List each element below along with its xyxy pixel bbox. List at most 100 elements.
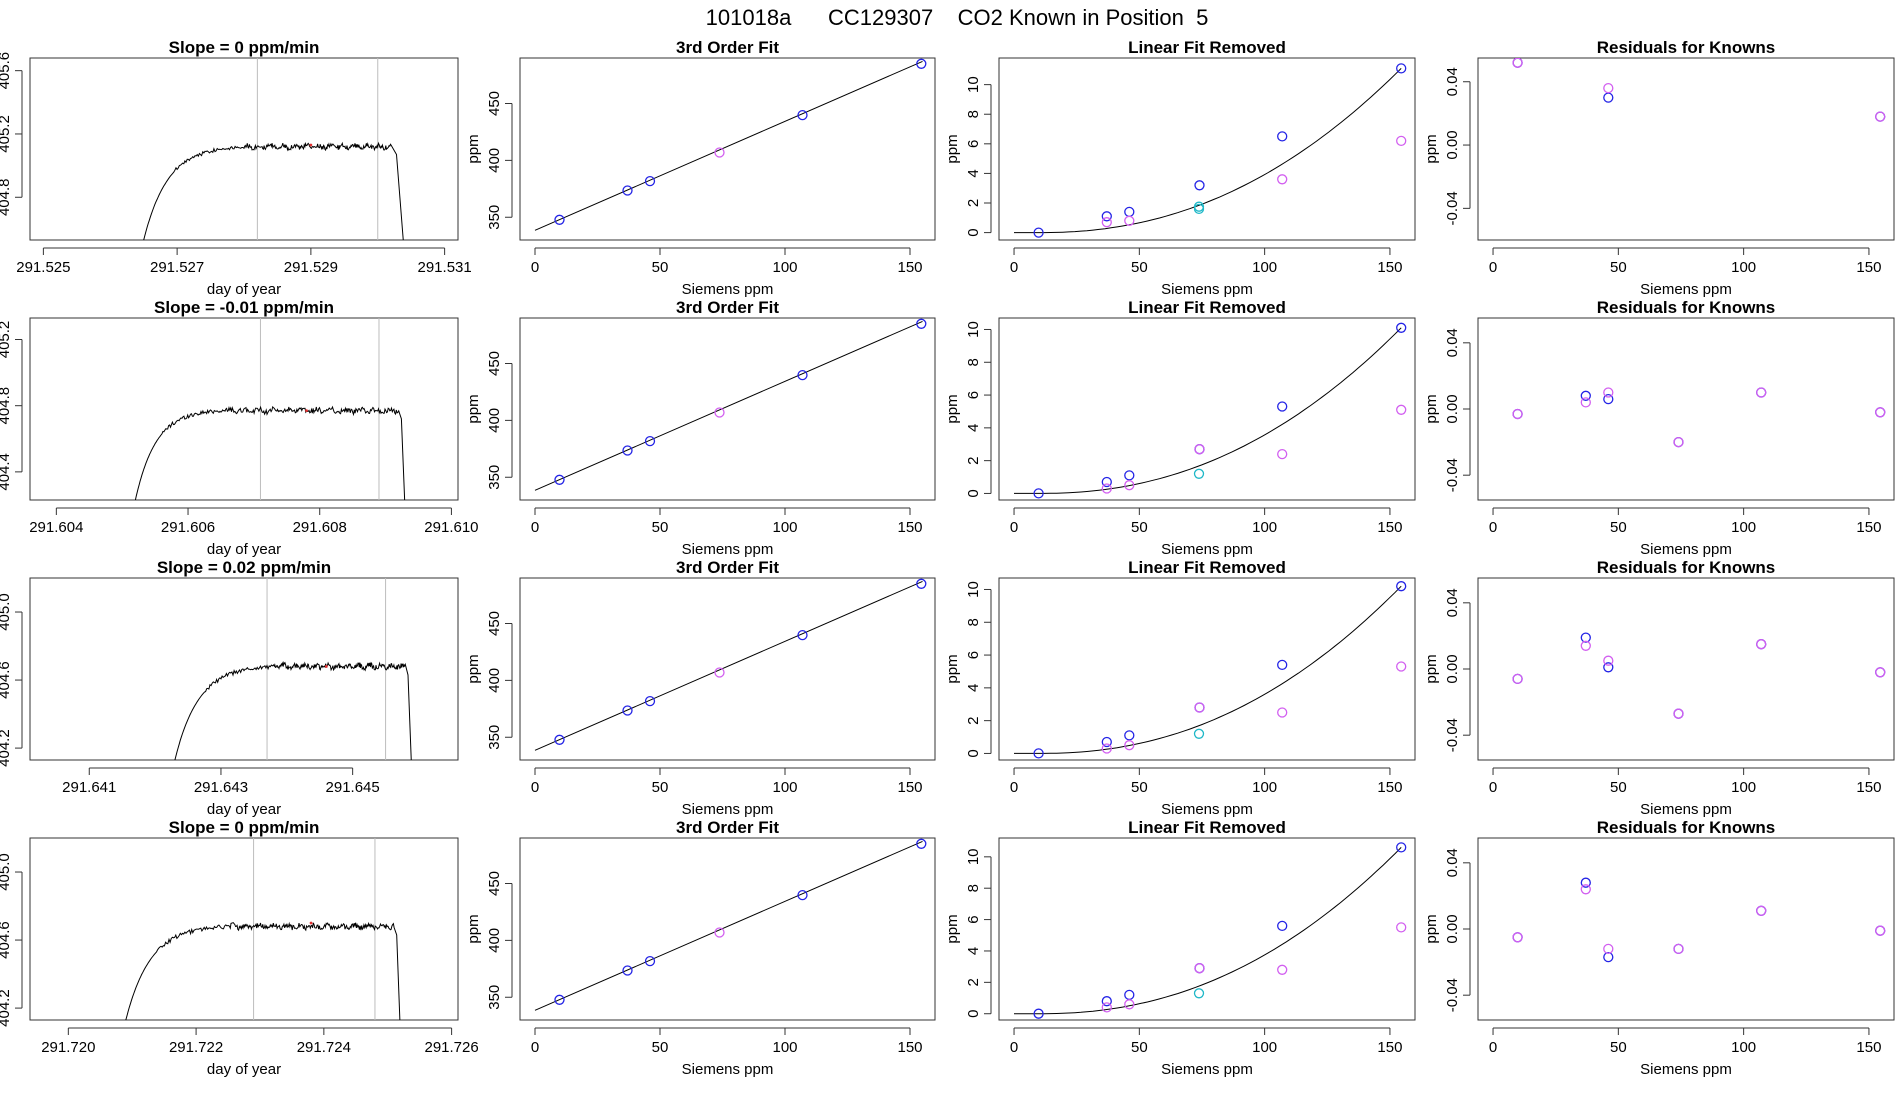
window-mean-mark [305, 409, 308, 413]
x-tick-label: 291.608 [293, 519, 347, 536]
y-tick-label: 450 [486, 611, 503, 636]
x-axis-label: Siemens ppm [1640, 281, 1732, 298]
panel-title: Linear Fit Removed [1128, 38, 1286, 57]
point-uncorrected [1396, 135, 1407, 147]
y-tick-label: -0.04 [1444, 191, 1461, 225]
panel-title: 3rd Order Fit [676, 298, 779, 317]
point-knowns [797, 889, 808, 901]
point-knowns [1101, 996, 1112, 1007]
point-check [1580, 640, 1591, 651]
x-tick-label: 50 [1610, 1039, 1627, 1056]
plot-body [143, 58, 404, 240]
y-axis-label: ppm [465, 914, 482, 943]
y-tick-label: 6 [965, 140, 982, 148]
panel-title: Slope = -0.01 ppm/min [154, 298, 334, 317]
point-check [1673, 943, 1684, 955]
plot-frame [998, 837, 1416, 1021]
point-uncorrected [1124, 999, 1135, 1010]
y-tick-label: 0 [965, 489, 982, 497]
y-tick-label: 350 [486, 465, 503, 490]
y-tick-label: 404.6 [0, 661, 13, 699]
x-tick-label: 150 [1856, 1039, 1881, 1056]
y-tick-label: 0.04 [1444, 588, 1461, 617]
x-tick-label: 50 [1131, 519, 1148, 536]
window-mean-mark [324, 665, 328, 668]
y-tick-label: 0.04 [1444, 848, 1461, 877]
x-axis-label: Siemens ppm [682, 1061, 774, 1078]
x-tick-label: 50 [1610, 519, 1627, 536]
y-tick-label: 10 [965, 321, 982, 338]
point-knowns [1277, 131, 1288, 142]
fit-line [534, 60, 923, 231]
point-knowns [554, 214, 565, 225]
plot-frame [29, 577, 459, 761]
panel-r2-c2: 3rd Order Fit Siemens ppm ppm 0 50 100 150 350 4… [465, 298, 936, 558]
x-tick-label: 100 [1252, 519, 1277, 536]
point-knowns [622, 965, 633, 976]
point-knowns [1277, 401, 1288, 412]
point-check [1875, 407, 1886, 418]
point-sample [714, 667, 725, 678]
x-tick-label: 150 [1377, 259, 1402, 276]
x-axis-label: Siemens ppm [682, 801, 774, 818]
x-tick-label: 0 [1010, 1039, 1018, 1056]
y-tick-label: 6 [965, 915, 982, 923]
fit-curve [1014, 585, 1402, 754]
point-knowns [1277, 920, 1288, 932]
panel-r2-c4: Residuals for Knowns Siemens ppm ppm 0 50 100… [1423, 298, 1895, 558]
concentration-trace [134, 405, 406, 500]
point-check [1580, 397, 1591, 408]
point-uncorrected [1101, 217, 1112, 228]
y-tick-label: 404.8 [0, 178, 13, 216]
y-tick-label: 405.2 [0, 115, 13, 153]
x-tick-label: 291.645 [326, 779, 380, 796]
y-tick-label: 0.00 [1444, 654, 1461, 683]
x-tick-label: 0 [1010, 779, 1018, 796]
point-knowns [1101, 476, 1112, 488]
y-axis-label: ppm [944, 394, 961, 423]
x-tick-label: 100 [1731, 519, 1756, 536]
x-tick-label: 50 [1131, 259, 1148, 276]
point-uncorrected [1396, 922, 1407, 933]
plot-frame [998, 577, 1416, 761]
x-tick-label: 291.641 [62, 779, 116, 796]
x-tick-label: 0 [1489, 259, 1497, 276]
x-tick-label: 50 [652, 779, 669, 796]
x-axis-label: Siemens ppm [1640, 1061, 1732, 1078]
y-tick-label: 8 [965, 110, 982, 118]
plot-body [1512, 632, 1886, 719]
x-tick-label: 0 [1010, 259, 1018, 276]
y-tick-label: 405.6 [0, 52, 13, 90]
point-knowns [916, 838, 927, 849]
point-check [1756, 905, 1767, 916]
y-tick-label: 400 [486, 668, 503, 693]
y-tick-label: 350 [486, 205, 503, 230]
fit-curve [1014, 327, 1402, 494]
plot-frame [1477, 837, 1895, 1021]
plot-body [1014, 63, 1407, 238]
plot-frame [1477, 317, 1895, 501]
point-knowns [1033, 1008, 1044, 1019]
x-tick-label: 100 [772, 1039, 797, 1056]
x-tick-label: 291.604 [29, 519, 83, 536]
plot-frame [998, 317, 1416, 501]
y-axis-label: ppm [1423, 394, 1440, 423]
y-tick-label: 8 [965, 358, 982, 366]
y-axis-label: ppm [465, 394, 482, 423]
y-tick-label: 400 [486, 408, 503, 433]
y-axis-label: ppm [465, 654, 482, 683]
point-check [1603, 82, 1614, 94]
fit-curve [1014, 847, 1402, 1015]
x-tick-label: 100 [772, 779, 797, 796]
y-tick-label: 4 [965, 684, 982, 692]
plot-frame [1477, 57, 1895, 241]
x-tick-label: 100 [772, 259, 797, 276]
x-tick-label: 0 [531, 259, 539, 276]
plot-frame [519, 317, 936, 501]
x-tick-label: 100 [1731, 779, 1756, 796]
x-tick-label: 291.726 [424, 1039, 478, 1056]
panel-title: Slope = 0 ppm/min [169, 818, 320, 837]
point-knowns [1033, 748, 1044, 759]
